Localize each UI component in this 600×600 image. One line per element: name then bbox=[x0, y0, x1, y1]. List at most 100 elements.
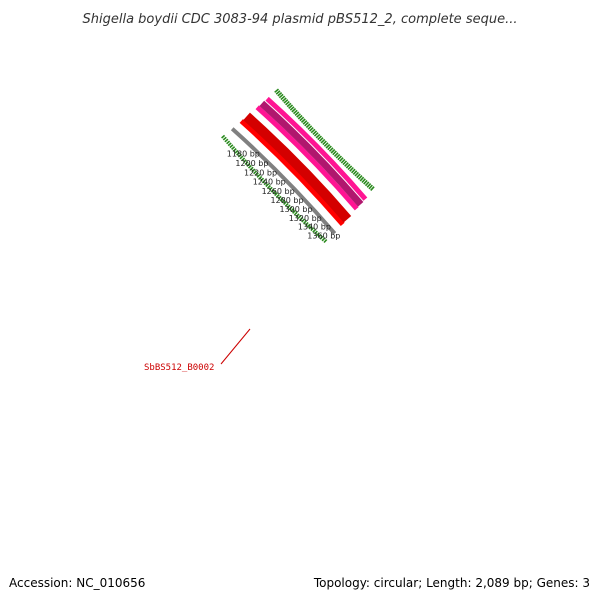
minor-tick-outer bbox=[239, 155, 244, 160]
gene-ring-pink bbox=[255, 105, 359, 211]
tick-marks bbox=[221, 88, 375, 244]
minor-tick-inner bbox=[356, 173, 361, 179]
minor-tick-inner bbox=[286, 102, 292, 108]
minor-tick-inner bbox=[277, 91, 283, 97]
minor-tick-inner bbox=[310, 128, 316, 134]
tick-label: 1300 bp bbox=[280, 205, 313, 214]
minor-tick-outer bbox=[274, 192, 279, 197]
minor-tick-outer bbox=[229, 144, 234, 149]
minor-tick-outer bbox=[222, 136, 227, 141]
minor-tick-outer bbox=[272, 190, 277, 195]
minor-tick-outer bbox=[293, 211, 298, 216]
minor-tick-outer bbox=[251, 168, 256, 173]
minor-tick-outer bbox=[286, 204, 291, 209]
minor-tick-outer bbox=[265, 183, 270, 188]
minor-tick-outer bbox=[234, 149, 239, 154]
minor-tick-inner bbox=[335, 153, 341, 159]
map-title: Shigella boydii CDC 3083-94 plasmid pBS5… bbox=[83, 12, 518, 27]
minor-tick-inner bbox=[340, 158, 346, 164]
gene-ring-outer-red bbox=[239, 119, 345, 227]
minor-tick-outer bbox=[275, 193, 280, 198]
minor-tick-inner bbox=[300, 118, 306, 123]
minor-tick-inner bbox=[297, 114, 303, 120]
minor-tick-outer bbox=[236, 151, 241, 156]
topology-text: Topology: circular; Length: 2,089 bp; Ge… bbox=[313, 576, 590, 590]
minor-tick-inner bbox=[291, 107, 297, 113]
minor-tick-inner bbox=[354, 171, 359, 177]
minor-tick-outer bbox=[231, 146, 236, 150]
minor-tick-inner bbox=[283, 99, 289, 104]
minor-tick-inner bbox=[322, 140, 327, 146]
minor-tick-inner bbox=[344, 162, 349, 167]
minor-tick-outer bbox=[249, 166, 254, 171]
tick-label: 1360 bp bbox=[307, 231, 340, 240]
minor-tick-outer bbox=[317, 233, 322, 239]
gene-label[interactable]: SbBS512_B0002 bbox=[144, 363, 214, 373]
tick-label: 1220 bp bbox=[244, 168, 277, 177]
minor-tick-outer bbox=[288, 206, 293, 211]
gene-ring-magenta bbox=[259, 100, 364, 207]
minor-tick-inner bbox=[307, 125, 313, 130]
minor-tick-outer bbox=[308, 225, 313, 230]
minor-tick-inner bbox=[327, 145, 332, 151]
minor-tick-outer bbox=[306, 223, 311, 228]
minor-tick-outer bbox=[247, 164, 252, 169]
tick-label: 1200 bp bbox=[235, 159, 268, 168]
minor-tick-inner bbox=[351, 168, 356, 174]
minor-tick-outer bbox=[277, 195, 282, 200]
minor-tick-inner bbox=[325, 143, 331, 149]
gene-ring-inner-pink bbox=[265, 96, 368, 201]
tick-label: 1180 bp bbox=[227, 150, 260, 159]
minor-tick-inner bbox=[349, 166, 354, 172]
minor-tick-outer bbox=[292, 209, 296, 214]
minor-tick-outer bbox=[267, 184, 271, 189]
minor-tick-inner bbox=[294, 111, 300, 116]
minor-tick-outer bbox=[295, 213, 300, 218]
tick-label: 1240 bp bbox=[253, 178, 286, 187]
minor-tick-inner bbox=[366, 183, 372, 188]
minor-tick-outer bbox=[323, 239, 328, 244]
plasmid-rings bbox=[230, 96, 368, 235]
minor-tick-outer bbox=[321, 237, 326, 242]
minor-tick-outer bbox=[281, 199, 286, 204]
minor-tick-inner bbox=[281, 97, 287, 102]
minor-tick-inner bbox=[299, 116, 305, 122]
backbone-ring bbox=[230, 127, 337, 235]
tick-label: 1280 bp bbox=[271, 196, 304, 205]
minor-tick-inner bbox=[313, 132, 319, 137]
minor-tick-outer bbox=[279, 197, 284, 202]
minor-tick-inner bbox=[333, 152, 339, 157]
minor-tick-outer bbox=[304, 221, 309, 227]
minor-tick-inner bbox=[347, 165, 353, 171]
minor-tick-inner bbox=[278, 93, 284, 99]
minor-tick-outer bbox=[299, 216, 304, 221]
minor-tick-inner bbox=[317, 135, 322, 141]
minor-tick-outer bbox=[302, 220, 307, 225]
minor-tick-outer bbox=[224, 138, 229, 143]
minor-tick-inner bbox=[320, 138, 326, 144]
minor-tick-inner bbox=[318, 137, 324, 142]
minor-tick-outer bbox=[290, 208, 295, 213]
gene-label-leader bbox=[220, 328, 251, 365]
minor-tick-inner bbox=[342, 160, 348, 166]
minor-tick-inner bbox=[305, 123, 311, 129]
minor-tick-outer bbox=[226, 140, 231, 145]
minor-tick-outer bbox=[221, 134, 226, 139]
minor-tick-outer bbox=[258, 175, 263, 180]
minor-tick-outer bbox=[310, 227, 315, 232]
minor-tick-inner bbox=[289, 106, 295, 111]
minor-tick-outer bbox=[227, 142, 232, 147]
minor-tick-inner bbox=[302, 120, 308, 125]
minor-tick-inner bbox=[323, 142, 329, 147]
minor-tick-outer bbox=[268, 186, 273, 191]
minor-tick-inner bbox=[328, 147, 334, 152]
tick-label: 1260 bp bbox=[262, 187, 295, 196]
minor-tick-inner bbox=[345, 163, 351, 169]
minor-tick-outer bbox=[315, 232, 320, 237]
minor-tick-inner bbox=[312, 130, 318, 135]
minor-tick-inner bbox=[315, 133, 321, 139]
minor-tick-outer bbox=[232, 148, 237, 152]
minor-tick-outer bbox=[254, 172, 259, 177]
minor-tick-inner bbox=[275, 90, 281, 95]
